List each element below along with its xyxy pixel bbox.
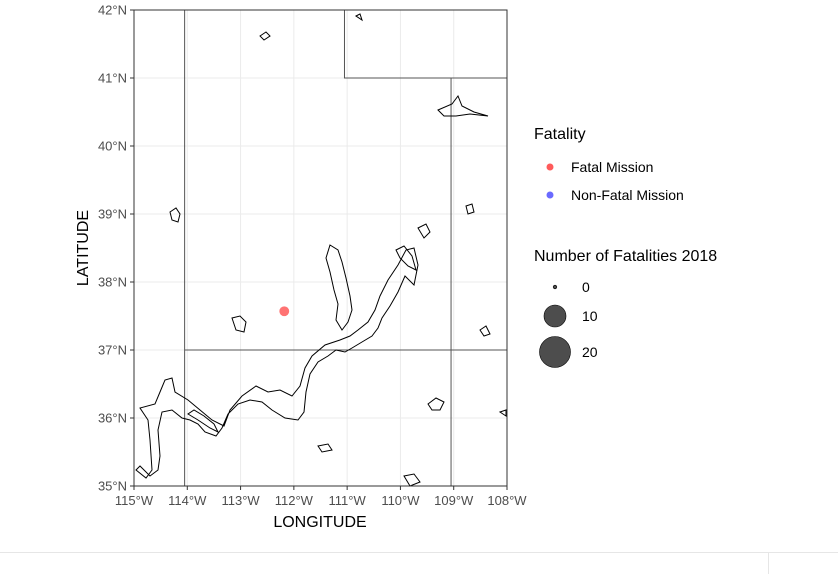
x-tick-label-4: 111°W bbox=[329, 493, 367, 508]
lake-utah-outline bbox=[231, 315, 247, 333]
legend-fatal-swatch bbox=[546, 163, 554, 171]
y-tick-label-4: 39°N bbox=[98, 207, 127, 222]
y-axis-title: LATITUDE bbox=[75, 210, 92, 286]
mission-points bbox=[279, 306, 290, 317]
x-tick-label-3: 112°W bbox=[275, 493, 314, 508]
reservoir-north-outline bbox=[437, 94, 489, 117]
lake-east-outline bbox=[417, 223, 431, 239]
fatality-legend: Fatality Fatal Mission Non-Fatal Mission bbox=[534, 126, 684, 203]
reservoir-small-2 bbox=[479, 325, 491, 337]
river-green-outline bbox=[325, 244, 353, 331]
panel-border bbox=[133, 9, 508, 487]
y-axis-ticks: 35°N 36°N 37°N 38°N 39°N 40°N 41°N 42°N bbox=[98, 3, 134, 494]
water-outlines bbox=[135, 13, 507, 487]
reservoir-small-6 bbox=[259, 31, 271, 41]
x-tick-label-0: 115°W bbox=[115, 493, 154, 508]
y-tick-label-3: 38°N bbox=[98, 275, 127, 290]
legend-fatal-label: Fatal Mission bbox=[571, 159, 653, 175]
size-legend-label-0: 0 bbox=[582, 279, 590, 295]
reservoir-small-3 bbox=[427, 397, 445, 411]
reservoir-small-4 bbox=[317, 443, 333, 453]
size-legend-title: Number of Fatalities 2018 bbox=[534, 248, 717, 265]
river-colorado-outline bbox=[135, 247, 419, 479]
reservoir-small-8 bbox=[498, 409, 507, 417]
y-tick-label-7: 42°N bbox=[98, 3, 127, 18]
y-tick-label-2: 37°N bbox=[98, 343, 127, 358]
x-tick-label-6: 109°W bbox=[434, 493, 474, 508]
footer-divider bbox=[768, 553, 769, 574]
size-legend-label-10: 10 bbox=[582, 308, 598, 324]
size-legend-swatch-0 bbox=[552, 284, 558, 290]
x-axis-title: LONGITUDE bbox=[273, 514, 366, 531]
size-legend-label-20: 20 bbox=[582, 344, 598, 360]
lake-sevier-outline bbox=[169, 207, 181, 223]
x-tick-label-5: 110°W bbox=[381, 493, 420, 508]
size-legend: Number of Fatalities 2018 0 10 20 bbox=[534, 248, 717, 368]
x-axis-ticks: 115°W 114°W 113°W 112°W 111°W 110°W 109°W 108°W bbox=[115, 486, 527, 508]
y-tick-label-6: 41°N bbox=[98, 71, 127, 86]
y-tick-label-0: 35°N bbox=[98, 479, 127, 494]
lake-powell-inner bbox=[187, 409, 220, 434]
size-legend-swatch-20 bbox=[539, 336, 571, 368]
x-tick-label-1: 114°W bbox=[168, 493, 207, 508]
mission-point-0 bbox=[279, 306, 290, 317]
fatality-legend-title: Fatality bbox=[534, 126, 586, 143]
y-tick-label-5: 40°N bbox=[98, 139, 127, 154]
legend-nonfatal-label: Non-Fatal Mission bbox=[571, 187, 684, 203]
reservoir-small-1 bbox=[465, 203, 475, 215]
river-branch-outline bbox=[395, 245, 417, 271]
state-borders bbox=[184, 10, 507, 486]
x-tick-label-2: 113°W bbox=[221, 493, 260, 508]
size-legend-swatch-10 bbox=[543, 304, 567, 328]
reservoir-small-5 bbox=[403, 473, 421, 487]
x-tick-label-7: 108°W bbox=[487, 493, 527, 508]
legend-nonfatal-swatch bbox=[546, 191, 554, 199]
y-tick-label-1: 36°N bbox=[98, 411, 127, 426]
footer-bar bbox=[0, 552, 838, 574]
reservoir-small-7 bbox=[355, 13, 363, 22]
state-border-3 bbox=[343, 10, 507, 79]
